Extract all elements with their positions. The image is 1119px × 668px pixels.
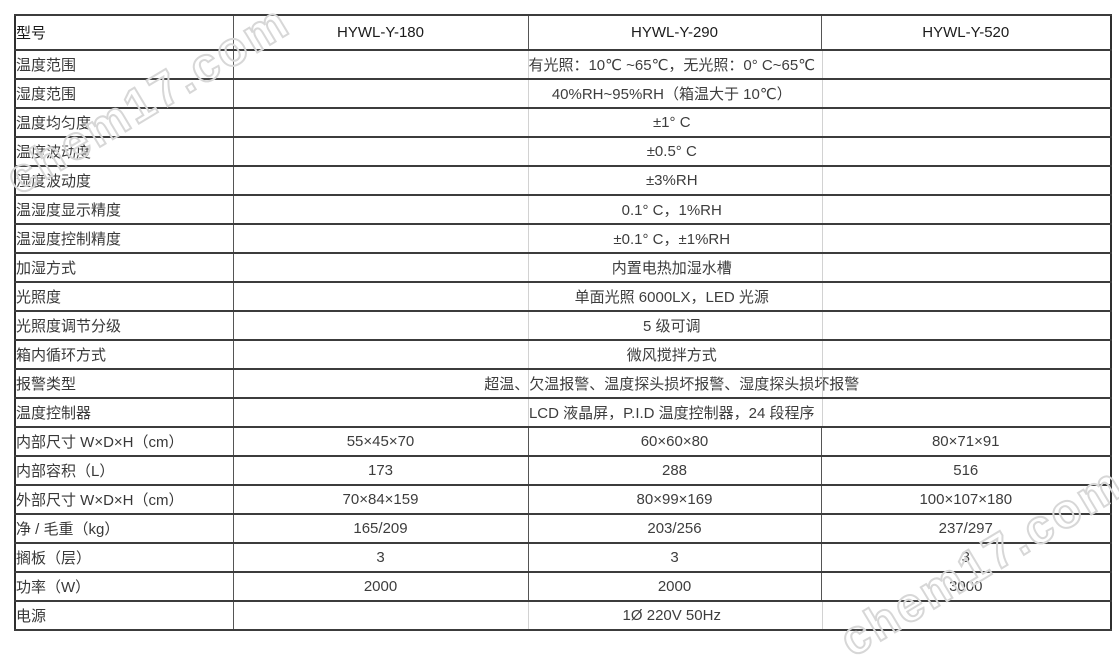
row-label: 湿度波动度 — [14, 165, 234, 196]
table-row: 报警类型 超温、欠温报警、温度探头损坏报警、湿度探头损坏报警 — [14, 368, 1112, 399]
row-value: 165/209 — [232, 513, 529, 544]
row-value-merged: 有光照：10℃ ~65℃，无光照：0° C~65℃ — [232, 49, 1112, 80]
table-row: 外部尺寸 W×D×H（cm） 70×84×159 80×99×169 100×107×… — [14, 484, 1112, 515]
table-row: 湿度波动度 ±3%RH — [14, 165, 1112, 196]
table-row: 搁板（层） 3 3 3 — [14, 542, 1112, 573]
row-value-merged: ±0.1° C，±1%RH — [232, 223, 1112, 254]
header-model-3: HYWL-Y-520 — [820, 14, 1112, 51]
row-value: 3000 — [820, 571, 1112, 602]
row-label: 内部尺寸 W×D×H（cm） — [14, 426, 234, 457]
row-value-merged: 单面光照 6000LX，LED 光源 — [232, 281, 1112, 312]
row-label: 光照度调节分级 — [14, 310, 234, 341]
header-model-label: 型号 — [14, 14, 234, 51]
spec-table-body: 温度范围 有光照：10℃ ~65℃，无光照：0° C~65℃ 湿度范围 40%RH~9… — [14, 49, 1112, 631]
table-row: 湿度范围 40%RH~95%RH（箱温大于 10℃） — [14, 78, 1112, 109]
row-label: 光照度 — [14, 281, 234, 312]
row-label: 温度波动度 — [14, 136, 234, 167]
row-value: 2000 — [232, 571, 529, 602]
table-row: 功率（W） 2000 2000 3000 — [14, 571, 1112, 602]
table-row: 温湿度显示精度 0.1° C，1%RH — [14, 194, 1112, 225]
header-model-2: HYWL-Y-290 — [527, 14, 822, 51]
row-label: 加湿方式 — [14, 252, 234, 283]
row-label: 温度控制器 — [14, 397, 234, 428]
row-value-merged: 微风搅拌方式 — [232, 339, 1112, 370]
row-label: 电源 — [14, 600, 234, 631]
row-label: 内部容积（L） — [14, 455, 234, 486]
row-value: 288 — [527, 455, 822, 486]
row-value: 60×60×80 — [527, 426, 822, 457]
table-row: 净 / 毛重（kg） 165/209 203/256 237/297 — [14, 513, 1112, 544]
row-value-merged: LCD 液晶屏，P.I.D 温度控制器，24 段程序 — [232, 397, 1112, 428]
table-row: 内部尺寸 W×D×H（cm） 55×45×70 60×60×80 80×71×91 — [14, 426, 1112, 457]
table-row: 加湿方式 内置电热加湿水槽 — [14, 252, 1112, 283]
row-value: 173 — [232, 455, 529, 486]
row-label: 功率（W） — [14, 571, 234, 602]
row-value: 80×99×169 — [527, 484, 822, 515]
row-label: 净 / 毛重（kg） — [14, 513, 234, 544]
row-value: 516 — [820, 455, 1112, 486]
row-value-merged: 内置电热加湿水槽 — [232, 252, 1112, 283]
table-row: 温湿度控制精度 ±0.1° C，±1%RH — [14, 223, 1112, 254]
row-label: 箱内循环方式 — [14, 339, 234, 370]
row-label: 温度均匀度 — [14, 107, 234, 138]
row-value: 80×71×91 — [820, 426, 1112, 457]
row-value-merged: ±1° C — [232, 107, 1112, 138]
header-model-1: HYWL-Y-180 — [232, 14, 529, 51]
row-value: 55×45×70 — [232, 426, 529, 457]
table-row: 光照度调节分级 5 级可调 — [14, 310, 1112, 341]
row-value: 100×107×180 — [820, 484, 1112, 515]
table-row: 温度范围 有光照：10℃ ~65℃，无光照：0° C~65℃ — [14, 49, 1112, 80]
row-value: 70×84×159 — [232, 484, 529, 515]
row-value: 3 — [527, 542, 822, 573]
row-value-merged: 5 级可调 — [232, 310, 1112, 341]
row-label: 湿度范围 — [14, 78, 234, 109]
spec-table: 型号 HYWL-Y-180 HYWL-Y-290 HYWL-Y-520 温度范围… — [14, 14, 1112, 631]
row-label: 报警类型 — [14, 368, 234, 399]
table-row: 光照度 单面光照 6000LX，LED 光源 — [14, 281, 1112, 312]
row-label: 温湿度显示精度 — [14, 194, 234, 225]
row-label: 温度范围 — [14, 49, 234, 80]
table-row: 箱内循环方式 微风搅拌方式 — [14, 339, 1112, 370]
row-value-merged: ±0.5° C — [232, 136, 1112, 167]
table-row: 温度均匀度 ±1° C — [14, 107, 1112, 138]
row-value: 237/297 — [820, 513, 1112, 544]
table-header-row: 型号 HYWL-Y-180 HYWL-Y-290 HYWL-Y-520 — [14, 14, 1112, 51]
row-value-merged: 40%RH~95%RH（箱温大于 10℃） — [232, 78, 1112, 109]
table-row: 内部容积（L） 173 288 516 — [14, 455, 1112, 486]
row-value-merged: 0.1° C，1%RH — [232, 194, 1112, 225]
table-row: 温度控制器 LCD 液晶屏，P.I.D 温度控制器，24 段程序 — [14, 397, 1112, 428]
row-label: 搁板（层） — [14, 542, 234, 573]
table-row: 温度波动度 ±0.5° C — [14, 136, 1112, 167]
row-value: 3 — [820, 542, 1112, 573]
row-value-merged: 超温、欠温报警、温度探头损坏报警、湿度探头损坏报警 — [232, 368, 1112, 399]
table-row: 电源 1Ø 220V 50Hz — [14, 600, 1112, 631]
row-label: 温湿度控制精度 — [14, 223, 234, 254]
row-value-merged: ±3%RH — [232, 165, 1112, 196]
row-label: 外部尺寸 W×D×H（cm） — [14, 484, 234, 515]
row-value-merged: 1Ø 220V 50Hz — [232, 600, 1112, 631]
row-value: 2000 — [527, 571, 822, 602]
row-value: 3 — [232, 542, 529, 573]
row-value: 203/256 — [527, 513, 822, 544]
